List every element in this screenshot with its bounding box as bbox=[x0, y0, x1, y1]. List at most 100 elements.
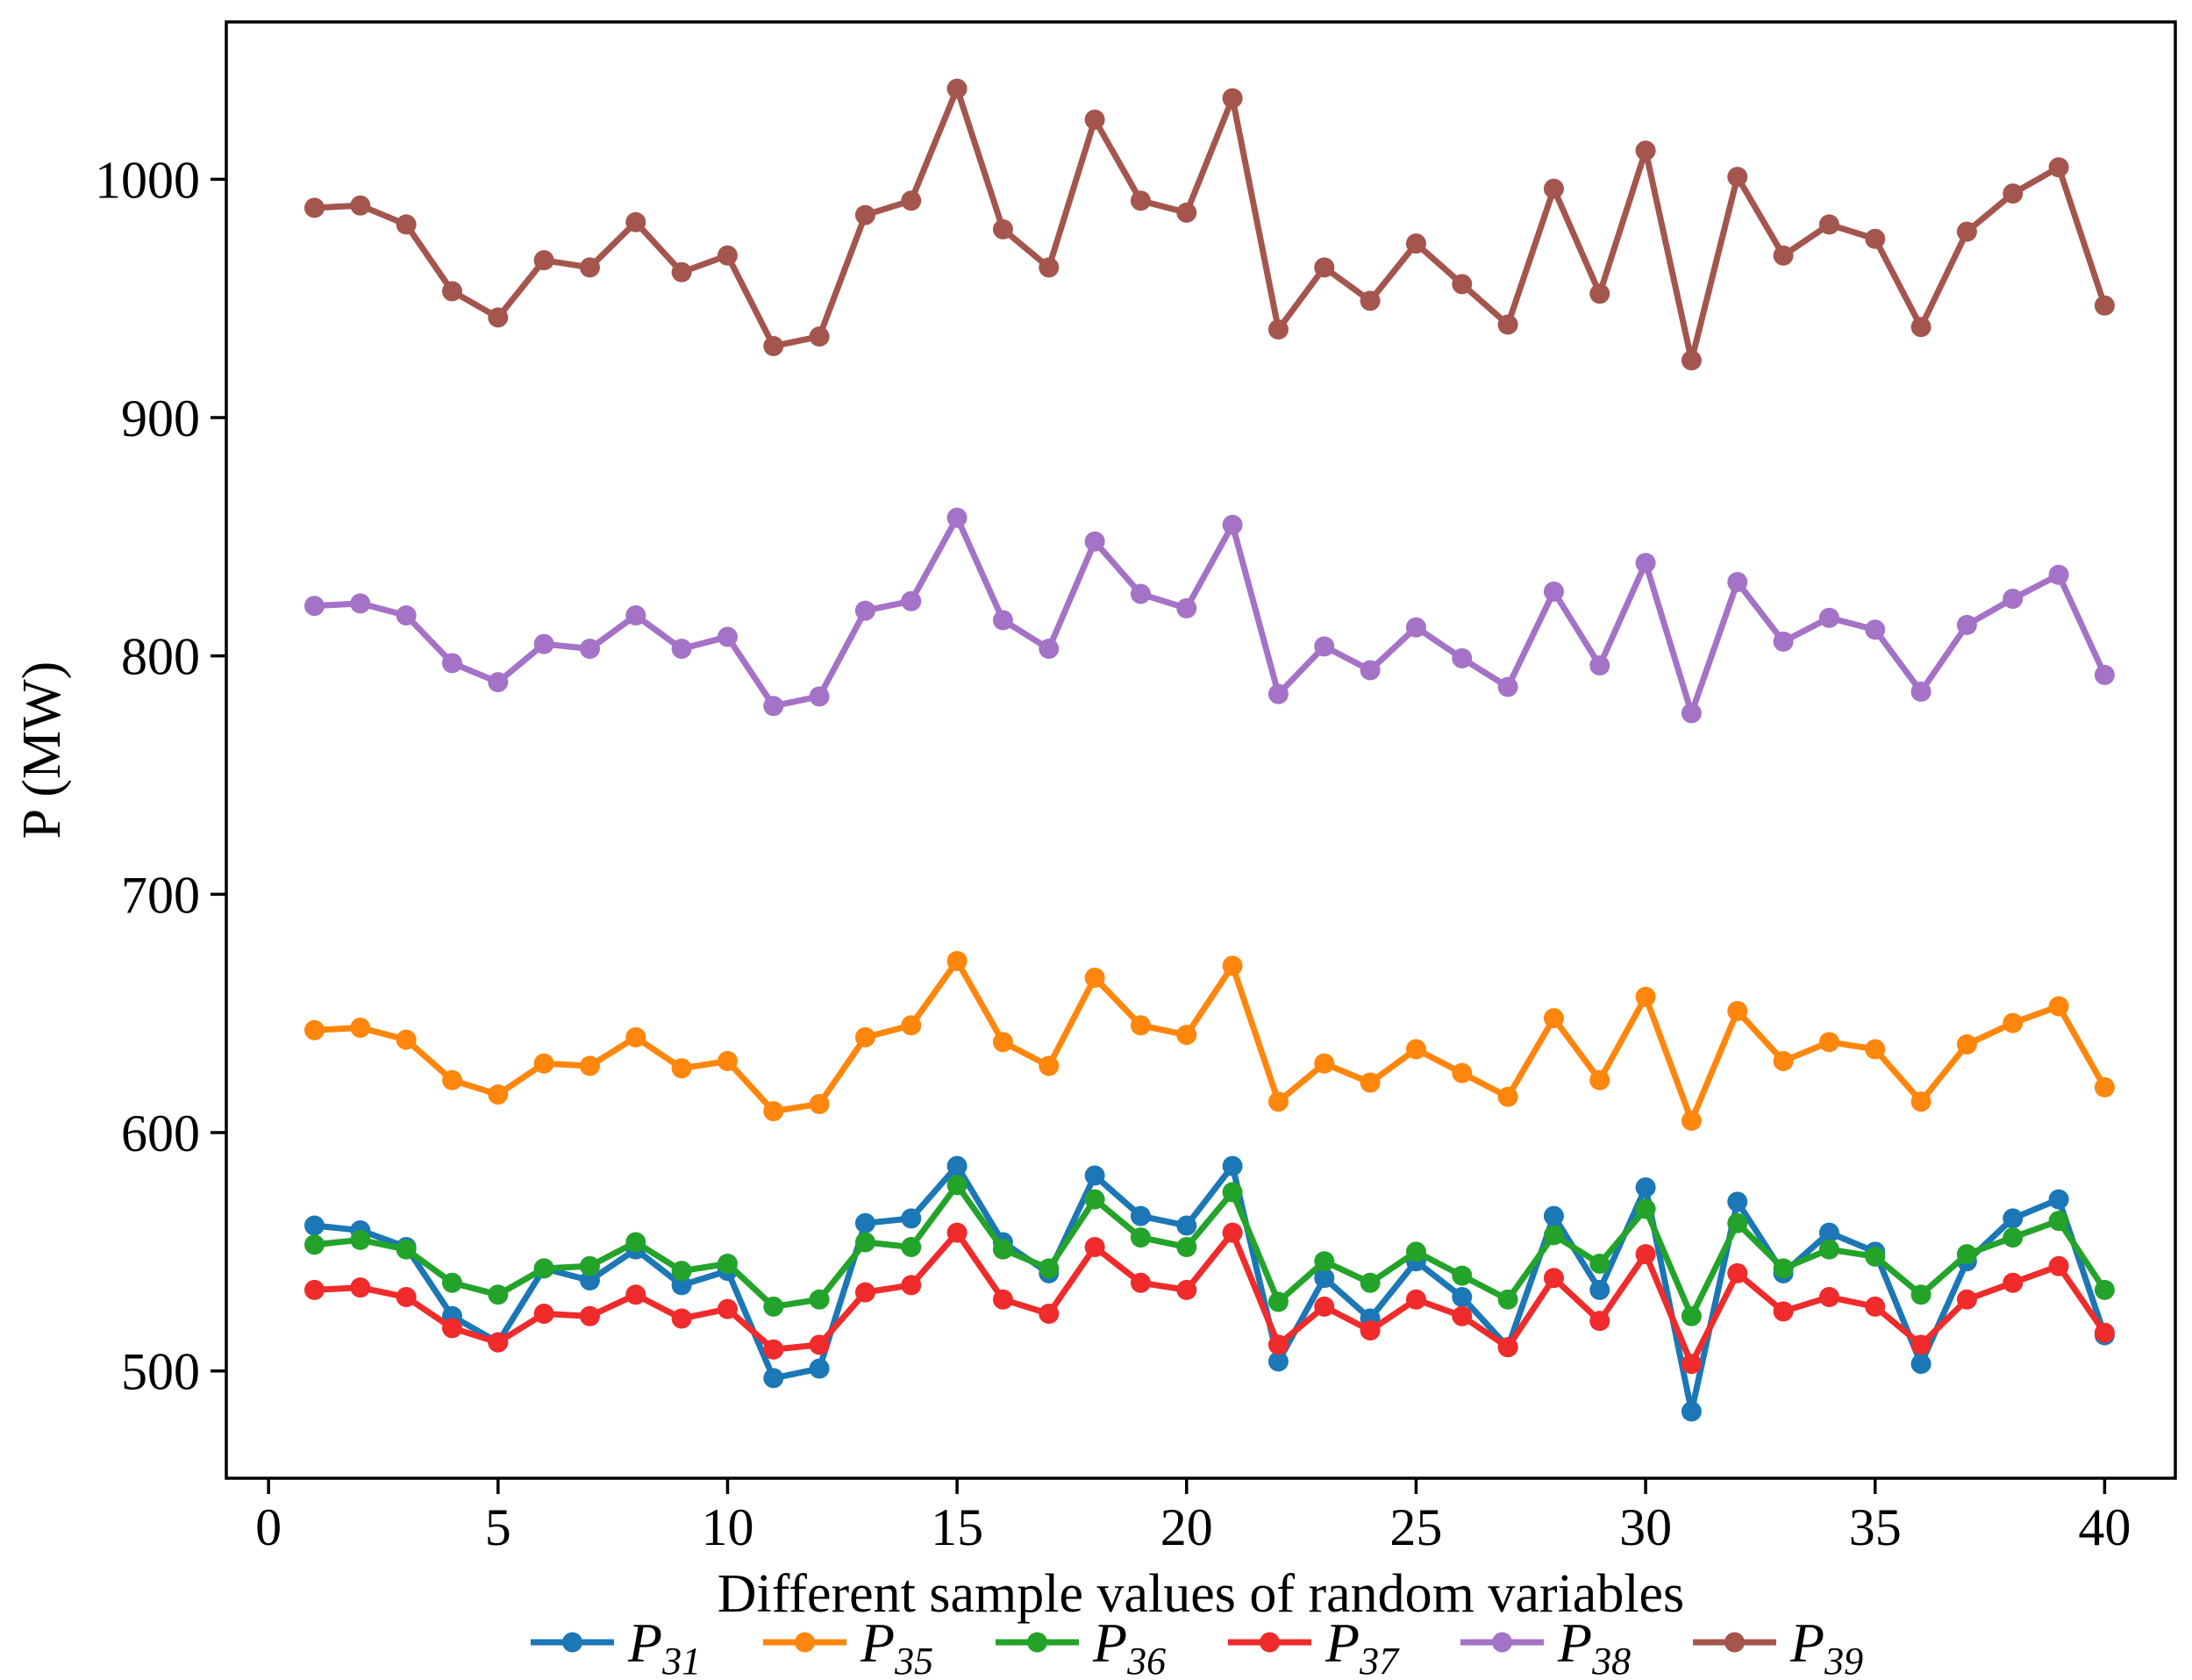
data-point-P35 bbox=[533, 1053, 554, 1074]
data-point-P39 bbox=[579, 257, 600, 278]
data-point-P35 bbox=[579, 1055, 600, 1076]
y-axis: 500 600 700 800 900 1000 bbox=[95, 151, 226, 1401]
data-point-P31 bbox=[579, 1270, 600, 1291]
data-point-P35 bbox=[1039, 1055, 1060, 1076]
data-point-P36 bbox=[1360, 1272, 1381, 1293]
data-point-P38 bbox=[488, 672, 509, 693]
data-point-P37 bbox=[441, 1318, 462, 1339]
data-point-P39 bbox=[1314, 257, 1335, 278]
data-point-P35 bbox=[809, 1093, 830, 1114]
data-point-P36 bbox=[1956, 1244, 1977, 1265]
data-point-P37 bbox=[671, 1308, 692, 1329]
series-P38 bbox=[303, 507, 2115, 724]
data-point-P36 bbox=[1910, 1284, 1931, 1305]
data-point-P39 bbox=[350, 195, 371, 216]
legend-item-P36: P36 bbox=[996, 1612, 1166, 1680]
data-point-P38 bbox=[1130, 583, 1151, 604]
data-point-P31 bbox=[2048, 1189, 2069, 1210]
data-point-P38 bbox=[1589, 655, 1610, 676]
data-point-P36 bbox=[1130, 1227, 1151, 1248]
data-point-P38 bbox=[671, 639, 692, 660]
data-point-P38 bbox=[901, 590, 922, 611]
x-tick-label: 5 bbox=[485, 1498, 511, 1556]
data-point-P38 bbox=[1267, 683, 1289, 704]
data-point-P39 bbox=[1773, 245, 1794, 266]
data-point-P31 bbox=[2003, 1208, 2024, 1229]
data-point-P35 bbox=[946, 950, 967, 971]
data-point-P36 bbox=[1818, 1239, 1839, 1260]
data-point-P37 bbox=[1865, 1296, 1886, 1317]
data-point-P36 bbox=[1222, 1182, 1243, 1203]
data-point-P39 bbox=[1130, 190, 1151, 211]
x-tick-label: 20 bbox=[1160, 1498, 1213, 1556]
data-point-P35 bbox=[1727, 1000, 1748, 1021]
series-line-P39 bbox=[311, 85, 2108, 364]
data-point-P39 bbox=[1222, 88, 1243, 109]
data-point-P37 bbox=[1543, 1268, 1564, 1289]
legend-marker-P39 bbox=[1724, 1632, 1745, 1653]
data-point-P37 bbox=[625, 1284, 646, 1305]
data-point-P38 bbox=[1497, 676, 1518, 697]
data-point-P37 bbox=[1084, 1236, 1105, 1257]
data-point-P39 bbox=[1818, 214, 1839, 235]
data-point-P39 bbox=[1267, 318, 1289, 340]
data-point-P38 bbox=[303, 596, 325, 617]
data-point-P35 bbox=[671, 1058, 692, 1079]
data-point-P39 bbox=[1589, 283, 1610, 304]
data-point-P38 bbox=[717, 626, 738, 647]
data-point-P37 bbox=[303, 1279, 325, 1300]
legend-label-P35: P35 bbox=[860, 1612, 933, 1680]
data-point-P36 bbox=[1727, 1212, 1748, 1233]
data-point-P38 bbox=[350, 593, 371, 614]
data-point-P31 bbox=[1452, 1287, 1473, 1308]
data-point-P38 bbox=[1314, 636, 1335, 657]
data-point-P35 bbox=[350, 1018, 371, 1039]
x-tick-label: 15 bbox=[931, 1498, 983, 1556]
data-point-P36 bbox=[1176, 1236, 1197, 1257]
series-P35 bbox=[303, 950, 2115, 1131]
data-point-P35 bbox=[1910, 1091, 1931, 1112]
data-point-P38 bbox=[1773, 631, 1794, 652]
data-point-P36 bbox=[303, 1234, 325, 1255]
data-point-P38 bbox=[625, 604, 646, 626]
data-point-P39 bbox=[1360, 290, 1381, 311]
data-point-P37 bbox=[901, 1275, 922, 1296]
legend-marker-P38 bbox=[1492, 1632, 1512, 1653]
x-tick-label: 10 bbox=[701, 1498, 753, 1556]
data-point-P37 bbox=[1405, 1289, 1426, 1310]
data-point-P36 bbox=[1865, 1246, 1886, 1267]
y-tick-label: 700 bbox=[121, 866, 200, 924]
data-point-P35 bbox=[1405, 1039, 1426, 1060]
data-point-P39 bbox=[1452, 274, 1473, 295]
data-point-P36 bbox=[2003, 1227, 2024, 1248]
data-point-P37 bbox=[717, 1298, 738, 1319]
data-point-P39 bbox=[854, 204, 875, 225]
series-line-P36 bbox=[311, 1182, 2108, 1319]
data-point-P39 bbox=[901, 190, 922, 211]
data-point-P38 bbox=[1543, 581, 1564, 602]
data-point-P36 bbox=[1039, 1258, 1060, 1279]
data-point-P35 bbox=[1084, 967, 1105, 988]
data-point-P35 bbox=[1176, 1025, 1197, 1046]
data-point-P37 bbox=[1956, 1289, 1977, 1310]
data-point-P35 bbox=[303, 1019, 325, 1040]
data-point-P36 bbox=[1314, 1251, 1335, 1272]
data-point-P36 bbox=[992, 1239, 1013, 1260]
data-point-P35 bbox=[1222, 955, 1243, 976]
data-point-P35 bbox=[1543, 1008, 1564, 1029]
data-point-P37 bbox=[533, 1304, 554, 1325]
series-line-P38 bbox=[311, 514, 2108, 717]
data-point-P31 bbox=[1543, 1205, 1564, 1226]
data-point-P35 bbox=[901, 1015, 922, 1036]
data-point-P39 bbox=[2094, 295, 2115, 316]
data-point-P31 bbox=[946, 1155, 967, 1176]
data-point-P39 bbox=[1635, 140, 1656, 161]
data-point-P39 bbox=[1681, 350, 1702, 371]
data-point-P39 bbox=[625, 211, 646, 232]
legend-item-P31: P31 bbox=[531, 1612, 701, 1680]
data-point-P39 bbox=[1497, 314, 1518, 335]
data-point-P39 bbox=[809, 326, 830, 347]
data-point-P31 bbox=[809, 1358, 830, 1379]
data-point-P37 bbox=[1314, 1296, 1335, 1317]
